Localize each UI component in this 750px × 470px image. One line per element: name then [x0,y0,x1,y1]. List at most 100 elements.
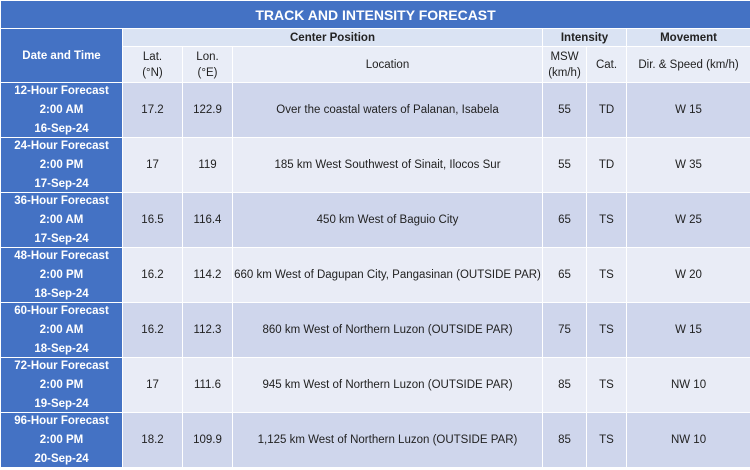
table-title: TRACK AND INTENSITY FORECAST [0,0,750,29]
cell-category: TS [586,412,627,468]
forecast-row: 48-Hour Forecast 2:00 PM 18-Sep-24 16.2 114.… [0,247,750,303]
forecast-row: 12-Hour Forecast 2:00 AM 16-Sep-24 17.2 122.… [0,82,750,138]
cell-category: TS [586,302,627,358]
date-time-line: 17-Sep-24 [34,177,89,190]
column-header-line: (°E) [197,66,218,79]
column-header-line: Location [365,58,410,71]
date-time: 60-Hour Forecast 2:00 AM 18-Sep-24 [2,304,122,357]
group-header: Intensity [542,28,627,47]
cell-lat: 16.5 [122,192,183,248]
column-header-line: Cat. [595,58,618,71]
cell-location: Over the coastal waters of Palanan, Isab… [232,82,543,138]
date-time-line: 72-Hour Forecast [14,359,109,372]
column-header-line: (km/h) [548,66,581,79]
cell-lon: 114.2 [182,247,233,303]
cell-lon: 122.9 [182,82,233,138]
cell-lat: 17 [122,137,183,193]
cell-lat: 16.2 [122,302,183,358]
cell-lat: 18.2 [122,412,183,468]
cell-lon: 119 [182,137,233,193]
date-time-line: 24-Hour Forecast [14,139,109,152]
date-time-cell: 48-Hour Forecast 2:00 PM 18-Sep-24 [0,247,123,303]
cell-lat: 17 [122,357,183,413]
date-time-line: 60-Hour Forecast [14,304,109,317]
date-time-line: 2:00 AM [39,103,84,116]
cell-location: 185 km West Southwest of Sinait, Ilocos … [232,137,543,193]
cell-movement: W 15 [625,302,750,358]
date-time-line: 36-Hour Forecast [14,194,109,207]
cell-lon: 111.6 [182,357,233,413]
forecast-row: 96-Hour Forecast 2:00 PM 20-Sep-24 18.2 109.… [0,412,750,468]
cell-category: TD [586,82,627,138]
cell-msw: 85 [542,357,587,413]
cell-location: 945 km West of Northern Luzon (OUTSIDE P… [232,357,543,413]
cell-lon: 109.9 [182,412,233,468]
date-time-cell: 72-Hour Forecast 2:00 PM 19-Sep-24 [0,357,123,413]
date-time-cell: 12-Hour Forecast 2:00 AM 16-Sep-24 [0,82,123,138]
date-time-line: 2:00 AM [39,213,84,226]
column-header-line: Lat. [142,50,163,63]
date-time-line: 17-Sep-24 [34,232,89,245]
column-header: Lat. (°N) [122,46,183,83]
cell-location: 860 km West of Northern Luzon (OUTSIDE P… [232,302,543,358]
cell-msw: 65 [542,247,587,303]
column-header: Lon. (°E) [182,46,233,83]
cell-msw: 85 [542,412,587,468]
column-header: MSW (km/h) [542,46,587,83]
date-time-line: 48-Hour Forecast [14,249,109,262]
cell-msw: 55 [542,82,587,138]
cell-location: 450 km West of Baguio City [232,192,543,248]
date-time-line: 96-Hour Forecast [14,414,109,427]
column-header: Dir. & Speed (km/h) [625,46,750,83]
date-time-line: 2:00 PM [39,433,84,446]
date-time-line: 2:00 PM [39,268,84,281]
date-time-line: 2:00 PM [39,378,84,391]
cell-movement: W 15 [625,82,750,138]
forecast-row: 24-Hour Forecast 2:00 PM 17-Sep-24 17 119 185… [0,137,750,193]
date-time-cell: 36-Hour Forecast 2:00 AM 17-Sep-24 [0,192,123,248]
cell-category: TS [586,247,627,303]
cell-movement: W 20 [625,247,750,303]
group-header: Center Position [122,28,543,47]
cell-msw: 65 [542,192,587,248]
column-header: Location [232,46,543,83]
cell-category: TS [586,192,627,248]
cell-lon: 116.4 [182,192,233,248]
cell-location: 1,125 km West of Northern Luzon (OUTSIDE… [232,412,543,468]
column-header: Cat. [586,46,627,83]
date-time: 48-Hour Forecast 2:00 PM 18-Sep-24 [2,249,122,302]
date-time-line: 12-Hour Forecast [14,84,109,97]
column-header-line: (°N) [142,66,163,79]
forecast-row: 60-Hour Forecast 2:00 AM 18-Sep-24 16.2 112.… [0,302,750,358]
date-time: 96-Hour Forecast 2:00 PM 20-Sep-24 [2,414,122,467]
date-time-line: 2:00 AM [39,323,84,336]
forecast-row: 72-Hour Forecast 2:00 PM 19-Sep-24 17 111.6 9… [0,357,750,413]
date-time: 12-Hour Forecast 2:00 AM 16-Sep-24 [2,84,122,137]
group-header: Date and Time [0,28,123,83]
date-time-cell: 96-Hour Forecast 2:00 PM 20-Sep-24 [0,412,123,468]
cell-movement: NW 10 [625,357,750,413]
date-time-line: 20-Sep-24 [34,452,89,465]
date-time-cell: 60-Hour Forecast 2:00 AM 18-Sep-24 [0,302,123,358]
group-header: Movement [625,28,750,47]
column-header-line: MSW [550,50,579,63]
date-time: 72-Hour Forecast 2:00 PM 19-Sep-24 [2,359,122,412]
date-time: 24-Hour Forecast 2:00 PM 17-Sep-24 [2,139,122,192]
cell-lat: 17.2 [122,82,183,138]
cell-movement: W 25 [625,192,750,248]
date-time-line: 19-Sep-24 [34,397,89,410]
cell-lat: 16.2 [122,247,183,303]
cell-category: TS [586,357,627,413]
cell-movement: NW 10 [625,412,750,468]
cell-msw: 55 [542,137,587,193]
column-header-line: Lon. [196,50,219,63]
cell-lon: 112.3 [182,302,233,358]
column-header-line: Dir. & Speed (km/h) [638,58,739,71]
forecast-row: 36-Hour Forecast 2:00 AM 17-Sep-24 16.5 116.… [0,192,750,248]
date-time-line: 16-Sep-24 [34,122,89,135]
cell-movement: W 35 [625,137,750,193]
date-time-line: 2:00 PM [39,158,84,171]
date-time-cell: 24-Hour Forecast 2:00 PM 17-Sep-24 [0,137,123,193]
